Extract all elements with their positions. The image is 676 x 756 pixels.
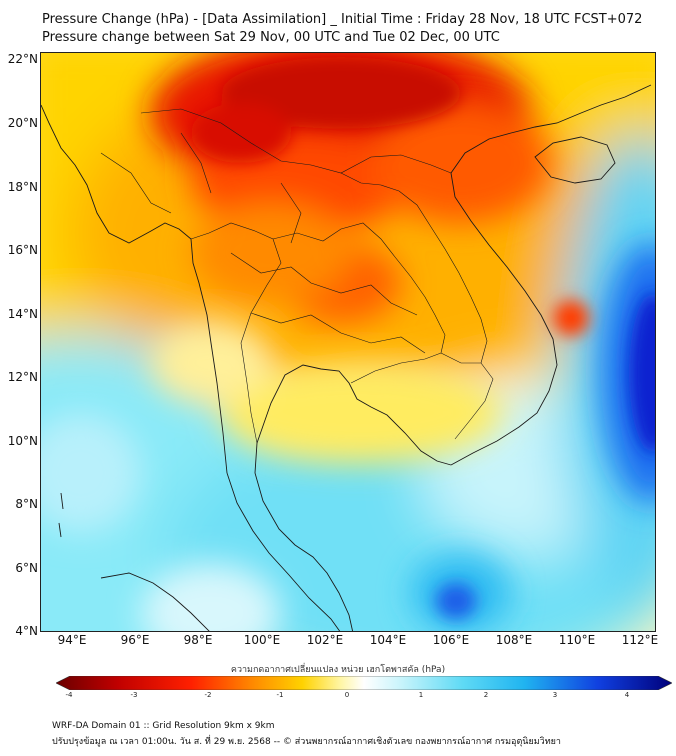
lon-label-94: 94°E bbox=[57, 633, 87, 647]
sumatra-coast bbox=[100, 572, 210, 631]
lat-label-4: 4°N bbox=[15, 624, 38, 638]
borders bbox=[100, 108, 494, 444]
colorbar-tick-minus1: -1 bbox=[276, 691, 284, 699]
provincial-lines-1 bbox=[230, 252, 418, 316]
lat-label-14: 14°N bbox=[7, 307, 38, 321]
lat-label-10: 10°N bbox=[7, 434, 38, 448]
lon-label-108: 108°E bbox=[495, 633, 533, 647]
lat-label-18: 18°N bbox=[7, 180, 38, 194]
colorbar-tick-1: 1 bbox=[418, 691, 424, 699]
colorbar-gradient bbox=[56, 676, 672, 690]
map-subtitle: Pressure change between Sat 29 Nov, 00 U… bbox=[42, 30, 500, 45]
map-title: Pressure Change (hPa) - [Data Assimilati… bbox=[42, 12, 643, 27]
laos-vietnam-border bbox=[340, 172, 488, 364]
lon-label-106: 106°E bbox=[432, 633, 470, 647]
cambodia-vietnam-border bbox=[440, 352, 494, 440]
china-border bbox=[140, 108, 452, 174]
malay-peninsula-east bbox=[254, 442, 354, 631]
lat-label-12: 12°N bbox=[7, 370, 38, 384]
vietnam-coast bbox=[450, 84, 652, 466]
lat-label-22: 22°N bbox=[7, 52, 38, 66]
field-cores bbox=[191, 57, 655, 619]
colorbar-tick-2: 2 bbox=[483, 691, 489, 699]
colorbar-tick-minus4: -4 bbox=[65, 691, 73, 699]
lat-label-8: 8°N bbox=[15, 497, 38, 511]
andaman-islands bbox=[58, 492, 64, 538]
lon-label-112: 112°E bbox=[621, 633, 659, 647]
footer-model-info: WRF-DA Domain 01 :: Grid Resolution 9km … bbox=[52, 721, 275, 731]
colorbar-label: ความกดอากาศเปลี่ยนแปลง หน่วย เฮกโตพาสคัล… bbox=[230, 665, 446, 675]
colorbar-tick-0: 0 bbox=[344, 691, 350, 699]
footer-credit: ปรับปรุงข้อมูล ณ เวลา 01:00น. วัน ส. ที่… bbox=[52, 737, 561, 747]
lon-label-96: 96°E bbox=[120, 633, 150, 647]
colorbar-tick-minus3: -3 bbox=[130, 691, 138, 699]
colorbar-tick-4: 4 bbox=[624, 691, 630, 699]
lon-label-98: 98°E bbox=[183, 633, 213, 647]
lon-label-100: 100°E bbox=[243, 633, 281, 647]
colorbar bbox=[56, 676, 672, 690]
lon-label-110: 110°E bbox=[558, 633, 596, 647]
thai-myanmar-border bbox=[190, 222, 282, 444]
provincial-lines-2 bbox=[250, 312, 426, 354]
lon-label-104: 104°E bbox=[369, 633, 407, 647]
thai-laos-border bbox=[272, 222, 446, 354]
gulf-of-thailand bbox=[256, 364, 452, 466]
lat-label-16: 16°N bbox=[7, 243, 38, 257]
lon-label-102: 102°E bbox=[306, 633, 344, 647]
myanmar-coast bbox=[41, 104, 228, 474]
coastlines bbox=[41, 84, 652, 631]
provincial-lines-3 bbox=[100, 132, 302, 244]
hainan-island bbox=[534, 136, 616, 184]
malay-peninsula-west bbox=[226, 472, 341, 631]
pressure-change-map bbox=[40, 52, 656, 632]
lat-label-20: 20°N bbox=[7, 116, 38, 130]
colorbar-tick-3: 3 bbox=[552, 691, 558, 699]
colorbar-tick-minus2: -2 bbox=[204, 691, 212, 699]
lat-label-6: 6°N bbox=[15, 561, 38, 575]
thai-cambodia-border bbox=[350, 352, 442, 384]
